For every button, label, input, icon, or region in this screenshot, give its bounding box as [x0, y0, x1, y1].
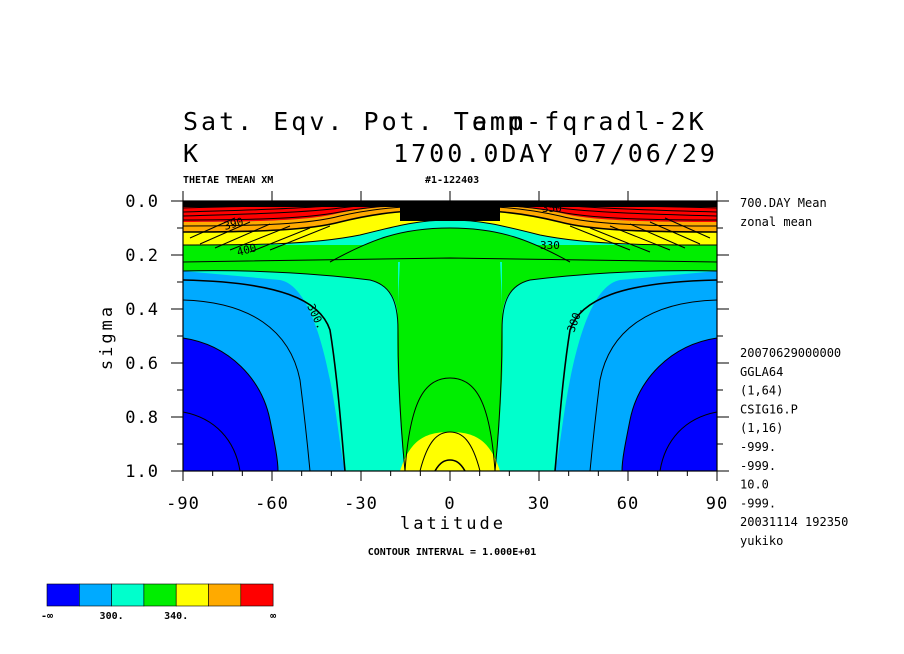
- contour-line: [183, 299, 311, 471]
- y-tick-label: 1.0: [125, 462, 159, 482]
- contour-line: [189, 217, 331, 253]
- contour-line: [419, 431, 481, 471]
- contour-line: [183, 337, 279, 471]
- band-lt290-right: [622, 338, 717, 471]
- side-info-line: (1,64): [740, 384, 783, 398]
- contour-line-300-left: [183, 279, 346, 471]
- contour-line: [434, 459, 466, 471]
- contour-line: [569, 217, 711, 253]
- experiment-name: amm-fqradl-2K: [472, 107, 707, 136]
- side-info-line: 10.0: [740, 478, 769, 492]
- colorbar-label: 300.: [100, 611, 124, 622]
- side-info-line: 20031114 192350: [740, 515, 848, 529]
- band-360-380: [183, 205, 717, 232]
- run-id: #1-122403: [425, 175, 479, 186]
- colorbar-swatch: [208, 583, 242, 607]
- side-info-line: -999.: [740, 459, 776, 473]
- colorbar-label: ∞: [270, 611, 276, 622]
- y-tick-label: 0.2: [125, 246, 159, 266]
- contour-line: [621, 337, 717, 471]
- x-tick-label: 30: [528, 494, 550, 514]
- y-tick-label: 0.0: [125, 192, 159, 212]
- contour-line: [659, 411, 717, 471]
- y-tick-label: 0.8: [125, 408, 159, 428]
- y-axis-label: sigma: [97, 304, 117, 370]
- dense-contour-top: [183, 201, 717, 207]
- band-lt290-left: [183, 338, 278, 471]
- band-340-360-lower: [400, 432, 500, 471]
- side-info-line: -999.: [740, 440, 776, 454]
- contour-label: 330: [540, 239, 560, 252]
- variable-name: THETAE TMEAN XM: [183, 175, 273, 186]
- x-tick-label: 0: [444, 494, 455, 514]
- contour-line: [589, 299, 717, 471]
- colorbar-swatch: [46, 583, 80, 607]
- colorbar-label: 340.: [164, 611, 188, 622]
- contour-interval-label: CONTOUR INTERVAL = 1.000E+01: [368, 547, 537, 558]
- x-tick-label: 90: [706, 494, 728, 514]
- unit-label: K: [183, 139, 201, 168]
- contour-lines: [183, 209, 717, 471]
- colorbar-swatch: [79, 583, 112, 607]
- x-tick-label: -60: [255, 494, 289, 514]
- side-info-line: 700.DAY Mean: [740, 196, 827, 210]
- contour-line-300-right: [554, 279, 717, 471]
- axes: -90 -60 -30 0 30 60 90 0.0 0.2 0.4 0.6 0.8 1.0: [125, 191, 729, 514]
- x-tick-label: -90: [166, 494, 200, 514]
- colorbar-swatch: [111, 583, 145, 607]
- side-info-line: (1,16): [740, 421, 783, 435]
- band-340-360-upper: [183, 210, 717, 245]
- colorbar-swatch: [143, 583, 177, 607]
- colorbar-label: -∞: [41, 611, 53, 622]
- contour-label: 350: [542, 202, 562, 215]
- band-320-340-edge-left: [183, 262, 398, 320]
- band-320-340-upper: [330, 228, 570, 262]
- contour-line: [494, 270, 717, 471]
- side-info-bottom: 20070629000000 GGLA64 (1,64) CSIG16.P (1,16)…: [740, 346, 848, 548]
- contour-plot: 300. 300. 330 400 390 350: [183, 201, 717, 471]
- time-label: 1700.0DAY 07/06/29: [393, 139, 718, 168]
- side-info-line: -999.: [740, 496, 776, 510]
- contour-line: [183, 411, 241, 471]
- x-tick-label: 60: [617, 494, 639, 514]
- contour-label: 400: [235, 241, 258, 259]
- x-axis-label: latitude: [400, 514, 506, 534]
- contour-line: [329, 227, 571, 263]
- contour-line: [183, 270, 406, 471]
- side-info-line: yukiko: [740, 534, 783, 548]
- x-tick-label: -30: [344, 494, 378, 514]
- chart-title: Sat. Eqv. Pot. Temp: [183, 107, 526, 136]
- colorbar: -∞ 300. 340. ∞: [41, 583, 276, 622]
- y-tick-label: 0.4: [125, 300, 159, 320]
- side-info-line: zonal mean: [740, 215, 812, 229]
- contour-line: [404, 377, 496, 471]
- side-info-line: 20070629000000: [740, 346, 841, 360]
- side-info-line: CSIG16.P: [740, 402, 798, 416]
- side-info-top: 700.DAY Mean zonal mean: [740, 196, 827, 229]
- colorbar-swatch: [240, 583, 274, 607]
- y-tick-label: 0.6: [125, 354, 159, 374]
- contour-label: 390: [222, 215, 245, 233]
- band-320-340-edge-right: [502, 262, 717, 320]
- colorbar-swatch: [175, 583, 209, 607]
- side-info-line: GGLA64: [740, 365, 783, 379]
- band-320-340: [183, 245, 717, 471]
- contour-line: [183, 257, 717, 263]
